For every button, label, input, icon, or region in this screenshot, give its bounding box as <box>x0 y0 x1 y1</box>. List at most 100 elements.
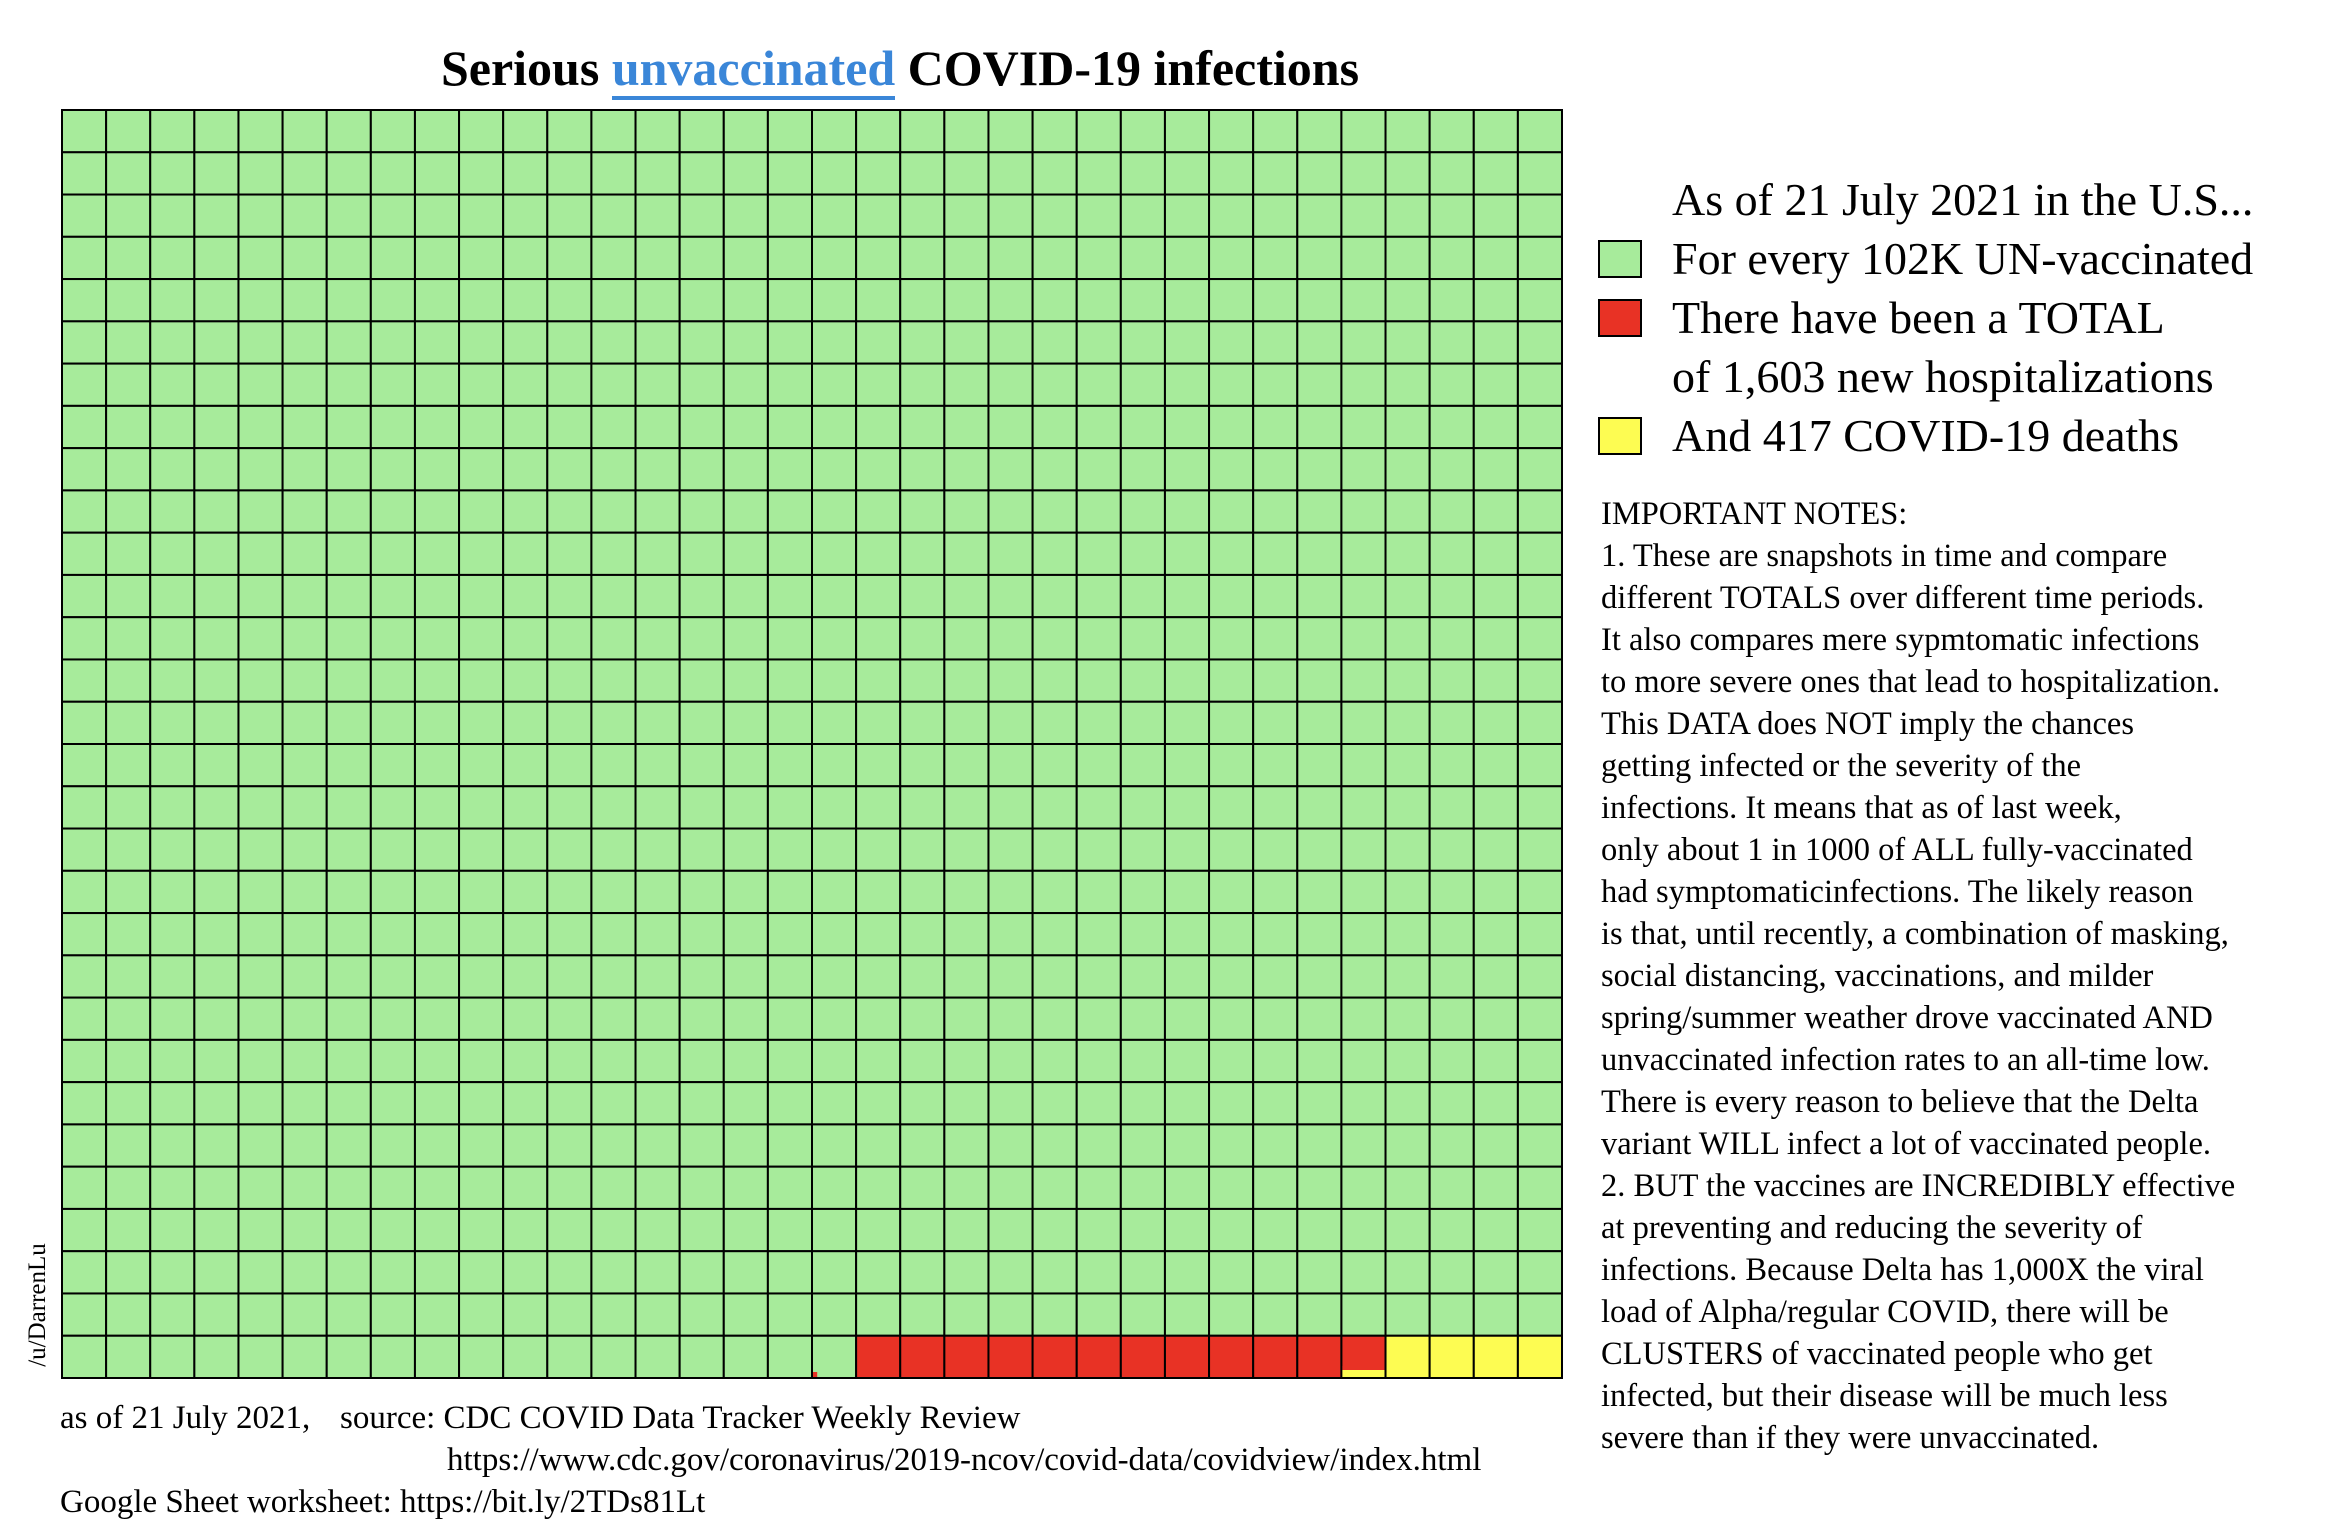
waffle-cell <box>1208 912 1255 957</box>
waffle-cell <box>943 1165 990 1210</box>
note-line: There is every reason to believe that th… <box>1601 1084 2199 1120</box>
waffle-cell <box>369 1250 416 1295</box>
waffle-cell <box>1163 447 1211 492</box>
waffle-cell <box>766 785 813 830</box>
waffle-cell <box>325 320 372 365</box>
waffle-cell <box>237 1292 284 1337</box>
waffle-cell <box>899 1165 946 1210</box>
waffle-cell <box>105 743 152 788</box>
waffle-cell <box>811 404 858 450</box>
waffle-cell <box>1075 827 1122 872</box>
waffle-cell <box>899 869 946 915</box>
waffle-cell <box>899 489 946 534</box>
waffle-cell <box>61 743 108 788</box>
waffle-cell <box>1163 1250 1211 1295</box>
waffle-cell <box>987 1081 1034 1126</box>
waffle-cell <box>1031 1123 1078 1168</box>
title-suffix: COVID-19 infections <box>895 40 1360 96</box>
waffle-cell <box>678 489 725 534</box>
waffle-cell <box>281 1165 328 1210</box>
waffle-cell <box>1208 1123 1255 1168</box>
waffle-cell <box>1340 489 1387 534</box>
waffle-cell <box>722 489 769 534</box>
waffle-cell <box>149 700 196 746</box>
waffle-cell <box>899 193 946 238</box>
waffle-cell <box>1516 700 1563 746</box>
waffle-cell <box>678 996 725 1041</box>
waffle-cell <box>1296 1038 1343 1084</box>
waffle-cell <box>811 616 858 661</box>
waffle-cell <box>855 404 902 450</box>
waffle-cell <box>105 954 152 999</box>
note-line: variant WILL infect a lot of vaccinated … <box>1601 1126 2211 1162</box>
waffle-cell <box>61 616 108 661</box>
waffle-cell <box>811 1207 858 1253</box>
waffle-cell <box>237 1081 284 1126</box>
waffle-cell <box>722 827 769 872</box>
waffle-cell <box>1075 1165 1122 1210</box>
waffle-cell <box>1516 404 1563 450</box>
waffle-cell <box>546 1207 593 1253</box>
waffle-cell <box>678 1207 725 1253</box>
waffle-cell <box>458 912 505 957</box>
waffle-cell <box>1252 616 1299 661</box>
waffle-cell <box>1428 743 1475 788</box>
waffle-cell <box>61 573 108 619</box>
waffle-cell <box>1296 1081 1343 1126</box>
waffle-cell <box>634 1207 681 1253</box>
waffle-cell <box>105 700 152 746</box>
waffle-cell <box>193 616 240 661</box>
waffle-cell <box>811 1250 858 1295</box>
waffle-cell <box>766 954 813 999</box>
waffle-cell <box>413 1038 461 1084</box>
waffle-cell <box>1516 489 1563 534</box>
grid-frame <box>61 109 1563 1379</box>
waffle-cell <box>1031 193 1078 238</box>
waffle-cell <box>1384 489 1431 534</box>
waffle-cell <box>61 193 108 238</box>
waffle-cell <box>546 1165 593 1210</box>
waffle-cell <box>1428 1250 1475 1295</box>
waffle-cell <box>149 996 196 1041</box>
waffle-cell <box>1163 1165 1211 1210</box>
waffle-cell <box>281 954 328 999</box>
waffle-cell <box>193 531 240 576</box>
waffle-cell <box>722 320 769 365</box>
waffle-cell <box>1208 531 1255 576</box>
waffle-cell <box>766 996 813 1041</box>
waffle-cell <box>634 1081 681 1126</box>
waffle-cell <box>899 1292 946 1337</box>
waffle-cell <box>1428 362 1475 407</box>
waffle-cell <box>943 1250 990 1295</box>
waffle-cell <box>1163 827 1211 872</box>
waffle-cell <box>1208 700 1255 746</box>
waffle-cell <box>458 531 505 576</box>
waffle-cell <box>237 1250 284 1295</box>
waffle-cell <box>1075 743 1122 788</box>
waffle-cell <box>281 658 328 703</box>
waffle-cell <box>766 362 813 407</box>
waffle-cell <box>722 447 769 492</box>
waffle-cell <box>590 616 637 661</box>
waffle-cell <box>1075 320 1122 365</box>
waffle-cell <box>943 658 990 703</box>
waffle-cell <box>369 1123 416 1168</box>
waffle-cell <box>1384 362 1431 407</box>
waffle-cell <box>678 869 725 915</box>
waffle-cell <box>458 743 505 788</box>
waffle-cell <box>61 278 108 323</box>
waffle-cell <box>678 1081 725 1126</box>
waffle-cell <box>1472 658 1519 703</box>
waffle-cell <box>987 700 1034 746</box>
waffle-cell <box>281 489 328 534</box>
waffle-cell <box>369 447 416 492</box>
waffle-cell <box>149 1165 196 1210</box>
waffle-cell <box>1031 700 1078 746</box>
waffle-cell <box>325 996 372 1041</box>
waffle-cell <box>722 1165 769 1210</box>
waffle-cell <box>899 785 946 830</box>
waffle-cell <box>546 1123 593 1168</box>
waffle-cell <box>502 1207 549 1253</box>
waffle-cell <box>61 320 108 365</box>
waffle-cell <box>987 996 1034 1041</box>
